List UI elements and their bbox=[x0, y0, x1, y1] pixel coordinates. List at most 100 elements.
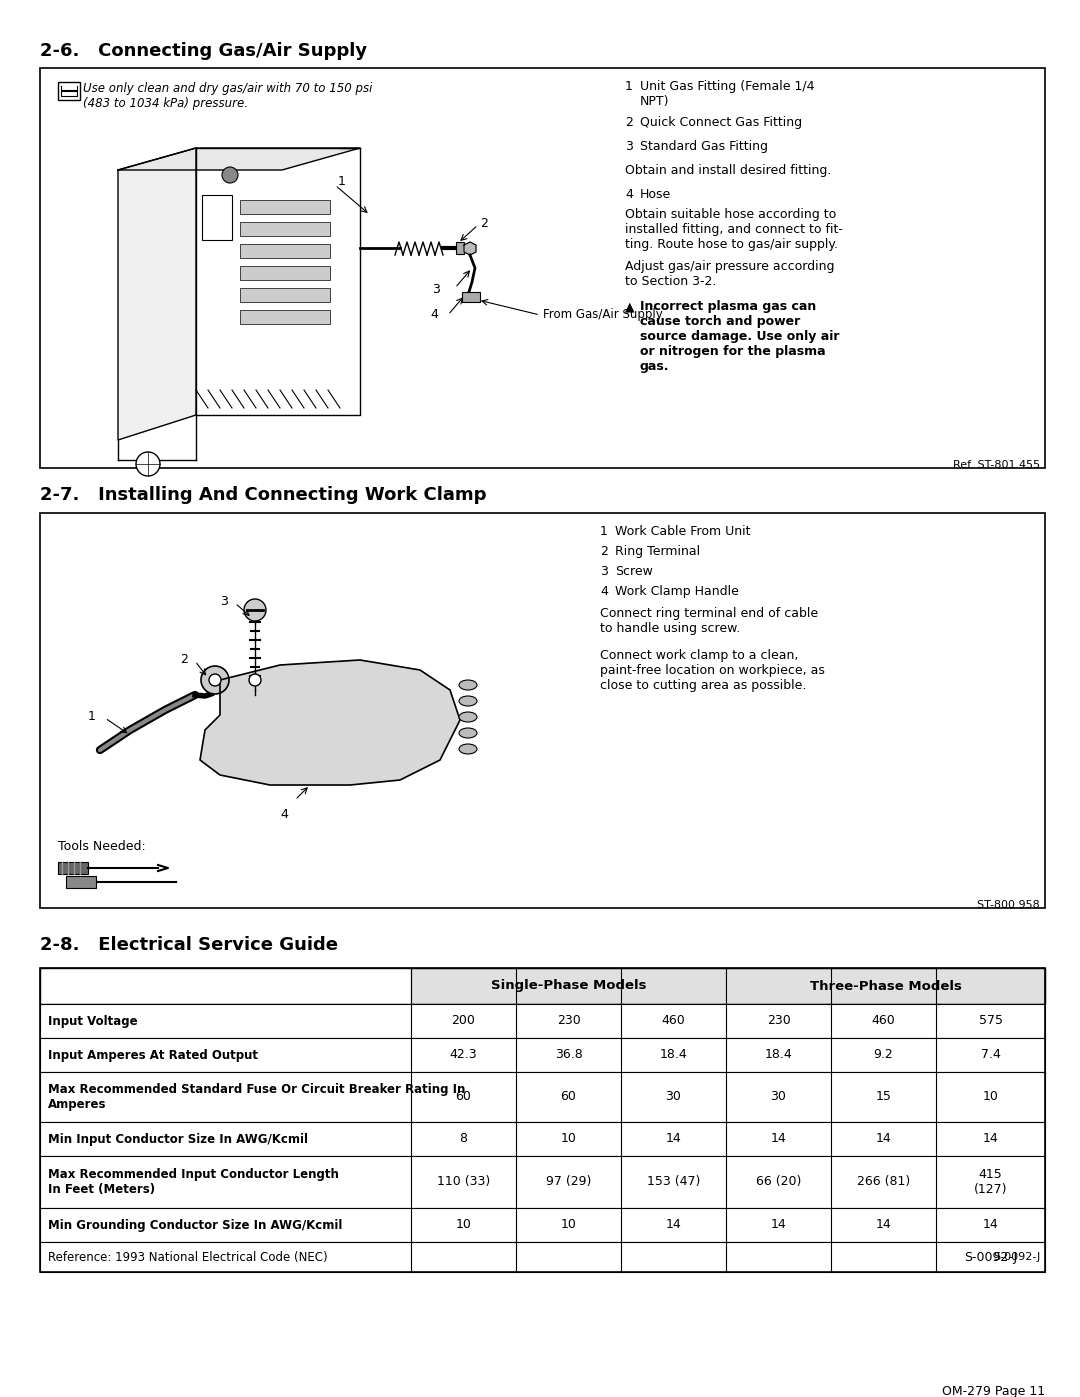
Text: 4: 4 bbox=[430, 307, 437, 321]
Text: 230: 230 bbox=[767, 1014, 791, 1028]
Bar bbox=[240, 265, 330, 279]
Text: Quick Connect Gas Fitting: Quick Connect Gas Fitting bbox=[640, 116, 802, 129]
Text: Work Clamp Handle: Work Clamp Handle bbox=[615, 585, 739, 598]
Bar bbox=[240, 288, 330, 302]
Bar bbox=[66, 876, 96, 888]
Text: 2-7.   Installing And Connecting Work Clamp: 2-7. Installing And Connecting Work Clam… bbox=[40, 486, 486, 504]
Text: 30: 30 bbox=[770, 1091, 786, 1104]
Bar bbox=[240, 310, 330, 324]
Text: 36.8: 36.8 bbox=[555, 1049, 582, 1062]
Bar bbox=[58, 862, 87, 875]
Text: From Gas/Air Supply: From Gas/Air Supply bbox=[543, 307, 663, 321]
Bar bbox=[40, 68, 1045, 468]
Text: 3: 3 bbox=[220, 595, 228, 608]
Text: 42.3: 42.3 bbox=[449, 1049, 477, 1062]
Text: 14: 14 bbox=[665, 1218, 681, 1232]
Text: 230: 230 bbox=[556, 1014, 580, 1028]
Bar bbox=[40, 1208, 1045, 1242]
Text: 1: 1 bbox=[625, 80, 633, 94]
Text: Screw: Screw bbox=[615, 564, 653, 578]
Text: Input Voltage: Input Voltage bbox=[48, 1014, 137, 1028]
Polygon shape bbox=[118, 148, 195, 440]
Text: Input Amperes At Rated Output: Input Amperes At Rated Output bbox=[48, 1049, 258, 1062]
Bar bbox=[40, 1122, 1045, 1155]
Circle shape bbox=[210, 673, 221, 686]
Ellipse shape bbox=[459, 680, 477, 690]
Text: 2-6.   Connecting Gas/Air Supply: 2-6. Connecting Gas/Air Supply bbox=[40, 42, 367, 60]
Text: Ref. ST-801 455: Ref. ST-801 455 bbox=[953, 460, 1040, 469]
Text: 14: 14 bbox=[876, 1133, 891, 1146]
Text: 2: 2 bbox=[180, 652, 188, 666]
Text: Work Cable From Unit: Work Cable From Unit bbox=[615, 525, 751, 538]
Text: 1: 1 bbox=[87, 710, 96, 724]
Bar bbox=[40, 513, 1045, 908]
Text: ST-800 958: ST-800 958 bbox=[977, 900, 1040, 909]
Text: 14: 14 bbox=[983, 1218, 998, 1232]
Bar bbox=[240, 244, 330, 258]
Circle shape bbox=[136, 453, 160, 476]
Text: 4: 4 bbox=[280, 807, 288, 821]
Text: 2: 2 bbox=[625, 116, 633, 129]
Ellipse shape bbox=[459, 696, 477, 705]
Text: 460: 460 bbox=[662, 1014, 686, 1028]
Text: 8: 8 bbox=[459, 1133, 468, 1146]
Polygon shape bbox=[195, 148, 360, 415]
Text: 266 (81): 266 (81) bbox=[856, 1175, 910, 1189]
Text: Use only clean and dry gas/air with 70 to 150 psi
(483 to 1034 kPa) pressure.: Use only clean and dry gas/air with 70 t… bbox=[83, 82, 373, 110]
Bar bbox=[40, 1004, 1045, 1038]
Circle shape bbox=[201, 666, 229, 694]
Bar bbox=[240, 222, 330, 236]
Text: 200: 200 bbox=[451, 1014, 475, 1028]
Polygon shape bbox=[464, 242, 476, 256]
Text: Hose: Hose bbox=[640, 189, 672, 201]
Ellipse shape bbox=[459, 728, 477, 738]
Text: Unit Gas Fitting (Female 1/4
NPT): Unit Gas Fitting (Female 1/4 NPT) bbox=[640, 80, 814, 108]
Text: Three-Phase Models: Three-Phase Models bbox=[810, 979, 961, 992]
Text: Adjust gas/air pressure according
to Section 3-2.: Adjust gas/air pressure according to Sec… bbox=[625, 260, 835, 288]
Text: Standard Gas Fitting: Standard Gas Fitting bbox=[640, 140, 768, 154]
Text: Obtain suitable hose according to
installed fitting, and connect to fit-
ting. R: Obtain suitable hose according to instal… bbox=[625, 208, 842, 251]
Bar bbox=[40, 968, 1045, 1273]
Text: Connect work clamp to a clean,
paint-free location on workpiece, as
close to cut: Connect work clamp to a clean, paint-fre… bbox=[600, 650, 825, 692]
Text: 10: 10 bbox=[983, 1091, 998, 1104]
Bar bbox=[462, 292, 480, 302]
Bar bbox=[202, 196, 232, 240]
Text: 10: 10 bbox=[561, 1133, 577, 1146]
Text: Obtain and install desired fitting.: Obtain and install desired fitting. bbox=[625, 163, 832, 177]
Bar bbox=[40, 968, 1045, 1004]
Text: S-0092-J: S-0092-J bbox=[993, 1252, 1040, 1261]
Text: 18.4: 18.4 bbox=[765, 1049, 793, 1062]
Circle shape bbox=[249, 673, 261, 686]
Bar bbox=[40, 1038, 1045, 1071]
Text: 7.4: 7.4 bbox=[981, 1049, 1000, 1062]
Text: 14: 14 bbox=[876, 1218, 891, 1232]
Text: 3: 3 bbox=[432, 284, 440, 296]
Text: S-0092-J: S-0092-J bbox=[964, 1250, 1017, 1263]
Bar bbox=[726, 968, 1045, 1004]
Text: 15: 15 bbox=[876, 1091, 891, 1104]
Text: 66 (20): 66 (20) bbox=[756, 1175, 801, 1189]
Text: Reference: 1993 National Electrical Code (NEC): Reference: 1993 National Electrical Code… bbox=[48, 1250, 327, 1263]
Bar bbox=[58, 82, 80, 101]
Text: 14: 14 bbox=[665, 1133, 681, 1146]
Ellipse shape bbox=[459, 712, 477, 722]
Text: 14: 14 bbox=[771, 1218, 786, 1232]
Polygon shape bbox=[200, 659, 460, 785]
Text: 4: 4 bbox=[600, 585, 608, 598]
Text: OM-279 Page 11: OM-279 Page 11 bbox=[942, 1384, 1045, 1397]
Text: 60: 60 bbox=[456, 1091, 472, 1104]
Polygon shape bbox=[118, 148, 360, 170]
Text: 4: 4 bbox=[625, 189, 633, 201]
Ellipse shape bbox=[459, 745, 477, 754]
Text: 18.4: 18.4 bbox=[660, 1049, 687, 1062]
Bar bbox=[456, 242, 464, 254]
Bar bbox=[40, 1242, 1045, 1273]
Circle shape bbox=[244, 599, 266, 622]
Text: Min Grounding Conductor Size In AWG/Kcmil: Min Grounding Conductor Size In AWG/Kcmi… bbox=[48, 1218, 342, 1232]
Text: Tools Needed:: Tools Needed: bbox=[58, 840, 146, 854]
Text: 97 (29): 97 (29) bbox=[545, 1175, 591, 1189]
Text: 110 (33): 110 (33) bbox=[437, 1175, 490, 1189]
Text: Max Recommended Standard Fuse Or Circuit Breaker Rating In
Amperes: Max Recommended Standard Fuse Or Circuit… bbox=[48, 1083, 465, 1111]
Text: 10: 10 bbox=[561, 1218, 577, 1232]
Circle shape bbox=[222, 168, 238, 183]
